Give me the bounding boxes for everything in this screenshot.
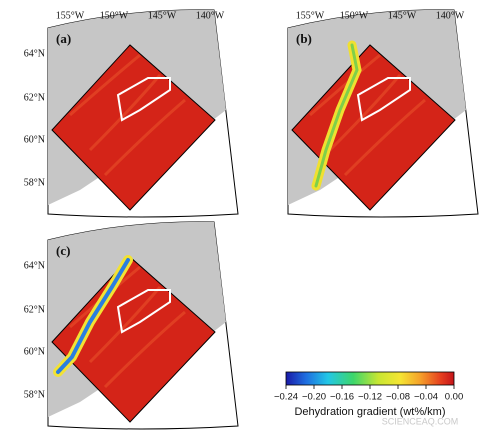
colorbar-tick-label: −0.12 <box>358 392 382 403</box>
study-area-outline <box>116 289 171 334</box>
texture <box>69 53 186 177</box>
longitude-label: 155°W <box>296 10 325 21</box>
map-panel: (b) 155°W 150°W 145°W 140°W <box>287 9 479 218</box>
latitude-label: 64°N <box>24 48 45 59</box>
colorbar-tick-label: −0.04 <box>414 392 438 403</box>
colorbar-tick-label: −0.16 <box>330 392 354 403</box>
longitude-label: 140°W <box>436 10 465 21</box>
longitude-label: 145°W <box>148 10 177 21</box>
gradient-streak <box>314 43 359 188</box>
longitude-label: 140°W <box>196 10 225 21</box>
colorbar-label: Dehydration gradient (wt%/km) <box>294 406 445 418</box>
longitude-label: 145°W <box>388 10 417 21</box>
watermark: SCIENCEAQ.COM <box>382 416 459 426</box>
latitude-label: 58°N <box>24 177 45 188</box>
map-panel: (a) 155°W 150°W 145°W 140°W 64°N 62°N 60°N 58°N <box>24 9 239 218</box>
data-region <box>51 256 216 423</box>
map-panel: (c) 64°N 62°N 60°N 58°N <box>24 221 239 430</box>
colorbar-tick-label: −0.20 <box>302 392 326 403</box>
panel-label: (a) <box>56 31 71 46</box>
latitude-label: 58°N <box>24 389 45 400</box>
gradient-streak <box>56 258 130 374</box>
colorbar-tick-label: −0.08 <box>386 392 410 403</box>
longitude-label: 155°W <box>56 10 85 21</box>
longitude-label: 150°W <box>340 10 369 21</box>
study-area-outline <box>116 77 171 122</box>
colorbar <box>285 371 455 386</box>
latitude-label: 62°N <box>24 304 45 315</box>
panel-label: (b) <box>296 31 312 46</box>
panel-label: (c) <box>56 243 70 258</box>
latitude-label: 60°N <box>24 134 45 145</box>
colorbar-tick-label: 0.00 <box>445 392 464 403</box>
latitude-label: 64°N <box>24 260 45 271</box>
data-region <box>291 44 456 211</box>
study-area-outline <box>356 77 411 122</box>
colorbar-tick-label: −0.24 <box>274 392 298 403</box>
longitude-label: 150°W <box>100 10 129 21</box>
latitude-label: 60°N <box>24 346 45 357</box>
data-region <box>51 44 216 211</box>
latitude-label: 62°N <box>24 92 45 103</box>
